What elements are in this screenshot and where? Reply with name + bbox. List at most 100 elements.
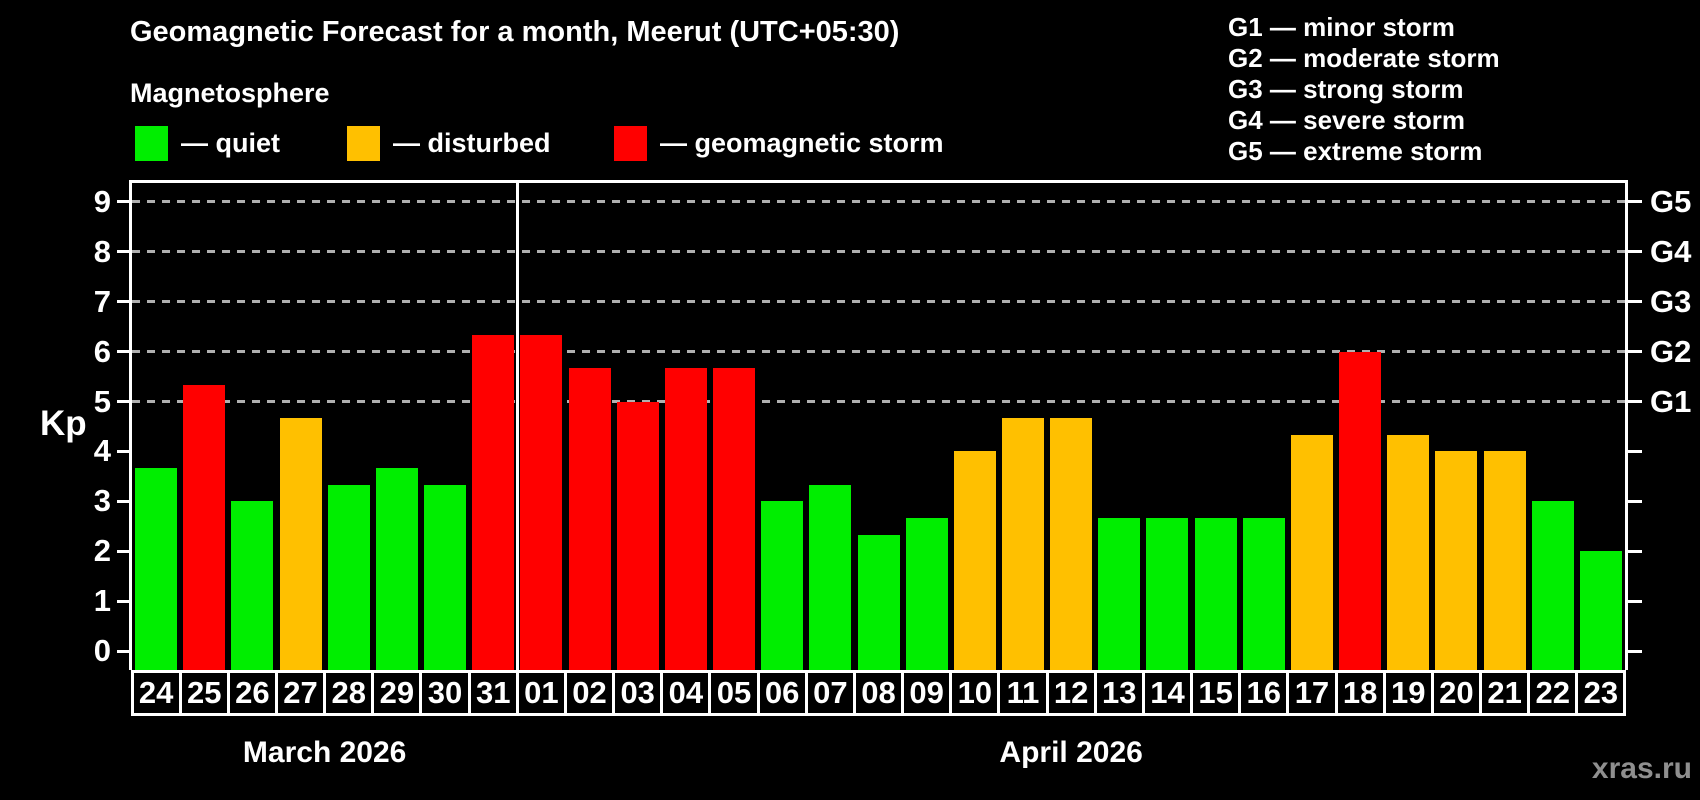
g-scale-line-3: G3 — strong storm	[1228, 74, 1464, 104]
day-cell-29: 29	[371, 670, 423, 716]
y-tick-1	[117, 599, 129, 603]
day-cell-11: 11	[997, 670, 1049, 716]
right-tick-1	[1628, 599, 1642, 603]
day-cell-15: 15	[1190, 670, 1242, 716]
g-level-label-G3: G3	[1650, 283, 1692, 319]
legend-label-quiet: — quiet	[181, 128, 280, 158]
bar-day-19	[1387, 434, 1430, 670]
chart-subtitle: Magnetosphere	[130, 78, 330, 108]
g-scale-legend: G1 — minor storm G2 — moderate storm G3 — …	[1228, 12, 1500, 167]
day-cell-27: 27	[274, 670, 327, 716]
day-cell-08: 08	[852, 670, 905, 716]
day-cell-28: 28	[323, 670, 375, 716]
month-separator	[515, 183, 519, 670]
y-tick-label-3: 3	[93, 483, 111, 519]
month-label: March 2026	[242, 736, 407, 769]
y-tick-7	[117, 300, 129, 304]
y-tick-9	[117, 200, 129, 204]
bar-day-13	[1098, 517, 1141, 670]
day-cell-12: 12	[1045, 670, 1097, 716]
day-cell-09: 09	[901, 670, 953, 716]
right-tick-4	[1628, 449, 1642, 453]
day-cell-14: 14	[1141, 670, 1194, 716]
g-scale-line-5: G5 — extreme storm	[1228, 136, 1483, 166]
legend-swatch-storm	[614, 126, 647, 161]
y-tick-label-2: 2	[93, 533, 111, 569]
plot-border-left	[129, 183, 132, 670]
y-tick-3	[117, 499, 129, 503]
gridline-kp8	[132, 250, 1625, 254]
y-tick-label-5: 5	[93, 383, 111, 419]
right-tick-8	[1628, 250, 1642, 254]
bar-day-27	[279, 417, 322, 670]
legend-swatch-quiet	[135, 126, 168, 161]
gridline-kp9	[132, 200, 1625, 204]
legend-swatch-disturbed	[347, 126, 380, 161]
bar-day-16	[1242, 517, 1285, 670]
gridline-kp5	[132, 400, 1625, 403]
bar-day-10	[953, 451, 996, 670]
bar-day-29	[375, 467, 418, 670]
bar-day-12	[1050, 417, 1093, 670]
day-cell-16: 16	[1238, 670, 1290, 716]
day-cell-07: 07	[804, 670, 856, 716]
day-cell-26: 26	[226, 670, 278, 716]
day-cell-30: 30	[419, 670, 471, 716]
bar-day-07	[809, 484, 852, 670]
g-scale-line-4: G4 — severe storm	[1228, 105, 1466, 135]
g-level-label-G4: G4	[1650, 233, 1692, 269]
day-cell-05: 05	[708, 670, 760, 716]
bar-day-11	[1001, 417, 1044, 670]
y-tick-label-6: 6	[93, 333, 111, 369]
legend-label-storm: — geomagnetic storm	[660, 128, 944, 158]
day-cell-24: 24	[130, 670, 182, 716]
day-cell-19: 19	[1382, 670, 1434, 716]
gridline-kp7	[132, 300, 1625, 304]
legend-label-disturbed: — disturbed	[393, 128, 551, 158]
watermark: xras.ru	[1591, 752, 1692, 785]
y-tick-0	[117, 649, 129, 653]
bar-day-08	[857, 534, 900, 670]
g-scale-line-1: G1 — minor storm	[1228, 12, 1455, 42]
y-tick-8	[117, 250, 129, 254]
y-tick-5	[117, 400, 129, 403]
y-tick-label-7: 7	[93, 283, 111, 319]
day-cell-04: 04	[660, 670, 712, 716]
y-tick-label-8: 8	[93, 233, 111, 269]
day-cell-13: 13	[1093, 670, 1145, 716]
page-title: Geomagnetic Forecast for a month, Meerut…	[130, 16, 900, 48]
day-cell-25: 25	[178, 670, 230, 716]
y-tick-label-9: 9	[93, 183, 111, 219]
day-cell-21: 21	[1479, 670, 1531, 716]
bar-day-21	[1483, 451, 1526, 670]
bar-day-24	[135, 467, 178, 670]
legend-item-quiet: — quiet	[135, 126, 280, 161]
kp-axis-title: Kp	[40, 404, 87, 443]
day-cell-06: 06	[756, 670, 808, 716]
right-tick-3	[1628, 499, 1642, 503]
bar-day-25	[183, 385, 226, 670]
day-cell-02: 02	[563, 670, 616, 716]
g-level-label-G2: G2	[1650, 333, 1692, 369]
day-cell-22: 22	[1527, 670, 1579, 716]
bar-day-31	[472, 335, 515, 670]
legend-item-disturbed: — disturbed	[347, 126, 551, 161]
g-level-label-G1: G1	[1650, 383, 1692, 419]
bar-day-17	[1290, 434, 1333, 670]
right-tick-7	[1628, 300, 1642, 304]
right-tick-6	[1628, 350, 1642, 354]
bar-day-04	[664, 368, 707, 670]
bar-day-22	[1531, 501, 1574, 670]
bar-day-01	[520, 335, 563, 670]
right-tick-2	[1628, 549, 1642, 553]
day-cell-03: 03	[612, 670, 664, 716]
day-cell-17: 17	[1286, 670, 1338, 716]
day-cell-10: 10	[949, 670, 1001, 716]
day-cell-18: 18	[1334, 670, 1386, 716]
bar-day-30	[424, 484, 467, 670]
day-cell-31: 31	[467, 670, 519, 716]
bar-day-02	[568, 368, 611, 670]
g-level-label-G5: G5	[1650, 183, 1692, 219]
bar-day-26	[231, 501, 274, 670]
y-tick-label-4: 4	[93, 433, 111, 469]
